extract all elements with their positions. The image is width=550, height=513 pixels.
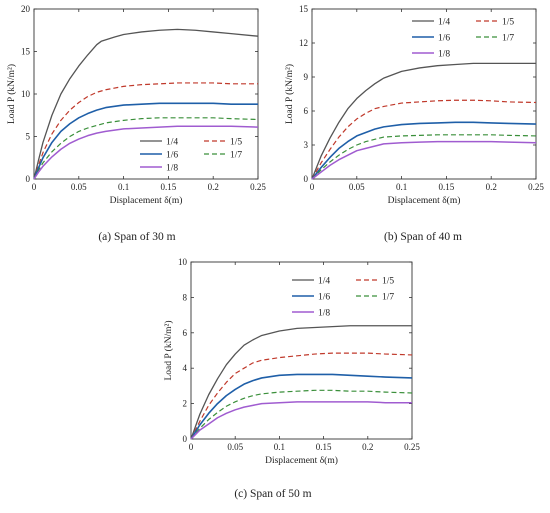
legend-label: 1/7 (230, 151, 242, 161)
y-tick-label: 6 (304, 106, 309, 116)
legend-label: 1/7 (382, 293, 394, 303)
x-tick-label: 0.15 (161, 182, 177, 192)
y-tick-label: 0 (26, 174, 31, 184)
y-tick-label: 8 (183, 292, 188, 302)
x-tick-label: 0.05 (71, 182, 87, 192)
x-tick-label: 0.05 (227, 442, 243, 452)
series-line-1-7 (311, 134, 537, 180)
series-line-1-4 (311, 62, 536, 180)
legend: 1/4 1/5 1/6 1/7 1/8 (412, 18, 514, 60)
x-tick-label: 0.25 (404, 442, 420, 452)
y-tick-label: 15 (299, 4, 309, 14)
legend-label: 1/6 (166, 151, 178, 161)
chart-panel-2: 0 0.05 0.1 0.15 0.2 0.25 0 3 6 9 12 15 Displacement … (284, 4, 544, 243)
x-tick-label: 0.2 (208, 182, 219, 192)
legend-label: 1/8 (438, 50, 450, 60)
x-tick-label: 0.2 (486, 182, 497, 192)
legend: 1/4 1/5 1/6 1/7 1/8 (140, 138, 242, 174)
series-line-1-5 (190, 352, 413, 440)
y-tick-label: 4 (183, 363, 188, 373)
x-axis-label: Displacement δ(m) (265, 455, 338, 466)
legend-label: 1/6 (438, 34, 450, 44)
series-line-1-5 (311, 99, 537, 180)
x-axis-label: Displacement δ(m) (110, 195, 183, 206)
x-tick-label: 0.1 (396, 182, 407, 192)
x-tick-label: 0 (189, 442, 194, 452)
legend-label: 1/8 (318, 309, 330, 319)
x-tick-label: 0.25 (528, 182, 544, 192)
x-tick-label: 0 (310, 182, 315, 192)
y-tick-label: 2 (183, 399, 188, 409)
plot-frame (311, 8, 537, 180)
legend-label: 1/5 (382, 277, 394, 287)
y-tick-label: 12 (299, 38, 308, 48)
x-tick-label: 0.15 (316, 442, 332, 452)
y-axis-label: Load P (kN/m²) (284, 64, 295, 124)
series-line-1-6 (311, 121, 537, 180)
series-line-1-4 (190, 325, 412, 440)
y-tick-label: 0 (183, 434, 188, 444)
y-axis-label: Load P (kN/m²) (163, 320, 174, 380)
series-line-1-7 (190, 389, 413, 440)
x-tick-label: 0.25 (250, 182, 266, 192)
chart-panel-1: 0 0.05 0.1 0.15 0.2 0.25 0 5 10 15 20 Displacement … (6, 4, 266, 243)
legend-label: 1/5 (502, 18, 514, 28)
chart-panel-3: 0 0.05 0.1 0.15 0.2 0.25 0 2 4 6 8 10 Displacement δ… (163, 257, 420, 500)
y-axis-label: Load P (kN/m²) (6, 64, 17, 124)
x-axis-label: Displacement δ(m) (388, 195, 461, 206)
legend-label: 1/7 (502, 34, 514, 44)
x-tick-label: 0 (32, 182, 37, 192)
legend-label: 1/4 (438, 18, 450, 28)
y-tick-label: 10 (21, 89, 31, 99)
y-tick-label: 10 (178, 257, 188, 267)
y-tick-label: 20 (21, 4, 31, 14)
legend-label: 1/5 (230, 138, 242, 148)
y-tick-label: 3 (304, 140, 309, 150)
panel-caption: (a) Span of 30 m (98, 231, 175, 243)
series-line-1-4 (33, 28, 259, 180)
y-tick-label: 0 (304, 174, 309, 184)
x-tick-label: 0.1 (274, 442, 285, 452)
series-line-1-8 (190, 401, 412, 440)
series-line-1-8 (311, 140, 537, 180)
y-tick-label: 6 (183, 328, 188, 338)
legend-label: 1/4 (318, 277, 330, 287)
y-tick-label: 5 (26, 132, 31, 142)
legend-label: 1/4 (166, 138, 178, 148)
series-line-1-6 (190, 373, 413, 440)
panel-caption: (b) Span of 40 m (384, 231, 462, 243)
y-tick-label: 15 (21, 47, 31, 57)
x-tick-label: 0.05 (349, 182, 365, 192)
legend-label: 1/8 (166, 164, 178, 174)
x-tick-label: 0.2 (362, 442, 373, 452)
series-line-1-7 (33, 117, 259, 180)
series-line-1-5 (33, 82, 258, 180)
plot-frame (190, 261, 413, 440)
legend-label: 1/6 (318, 293, 330, 303)
series-line-1-6 (33, 102, 258, 180)
x-tick-label: 0.1 (118, 182, 129, 192)
series-line-1-8 (33, 125, 259, 180)
legend: 1/4 1/5 1/6 1/7 1/8 (292, 277, 394, 319)
x-tick-label: 0.15 (439, 182, 455, 192)
panel-caption: (c) Span of 50 m (234, 488, 311, 500)
y-tick-label: 9 (304, 72, 309, 82)
